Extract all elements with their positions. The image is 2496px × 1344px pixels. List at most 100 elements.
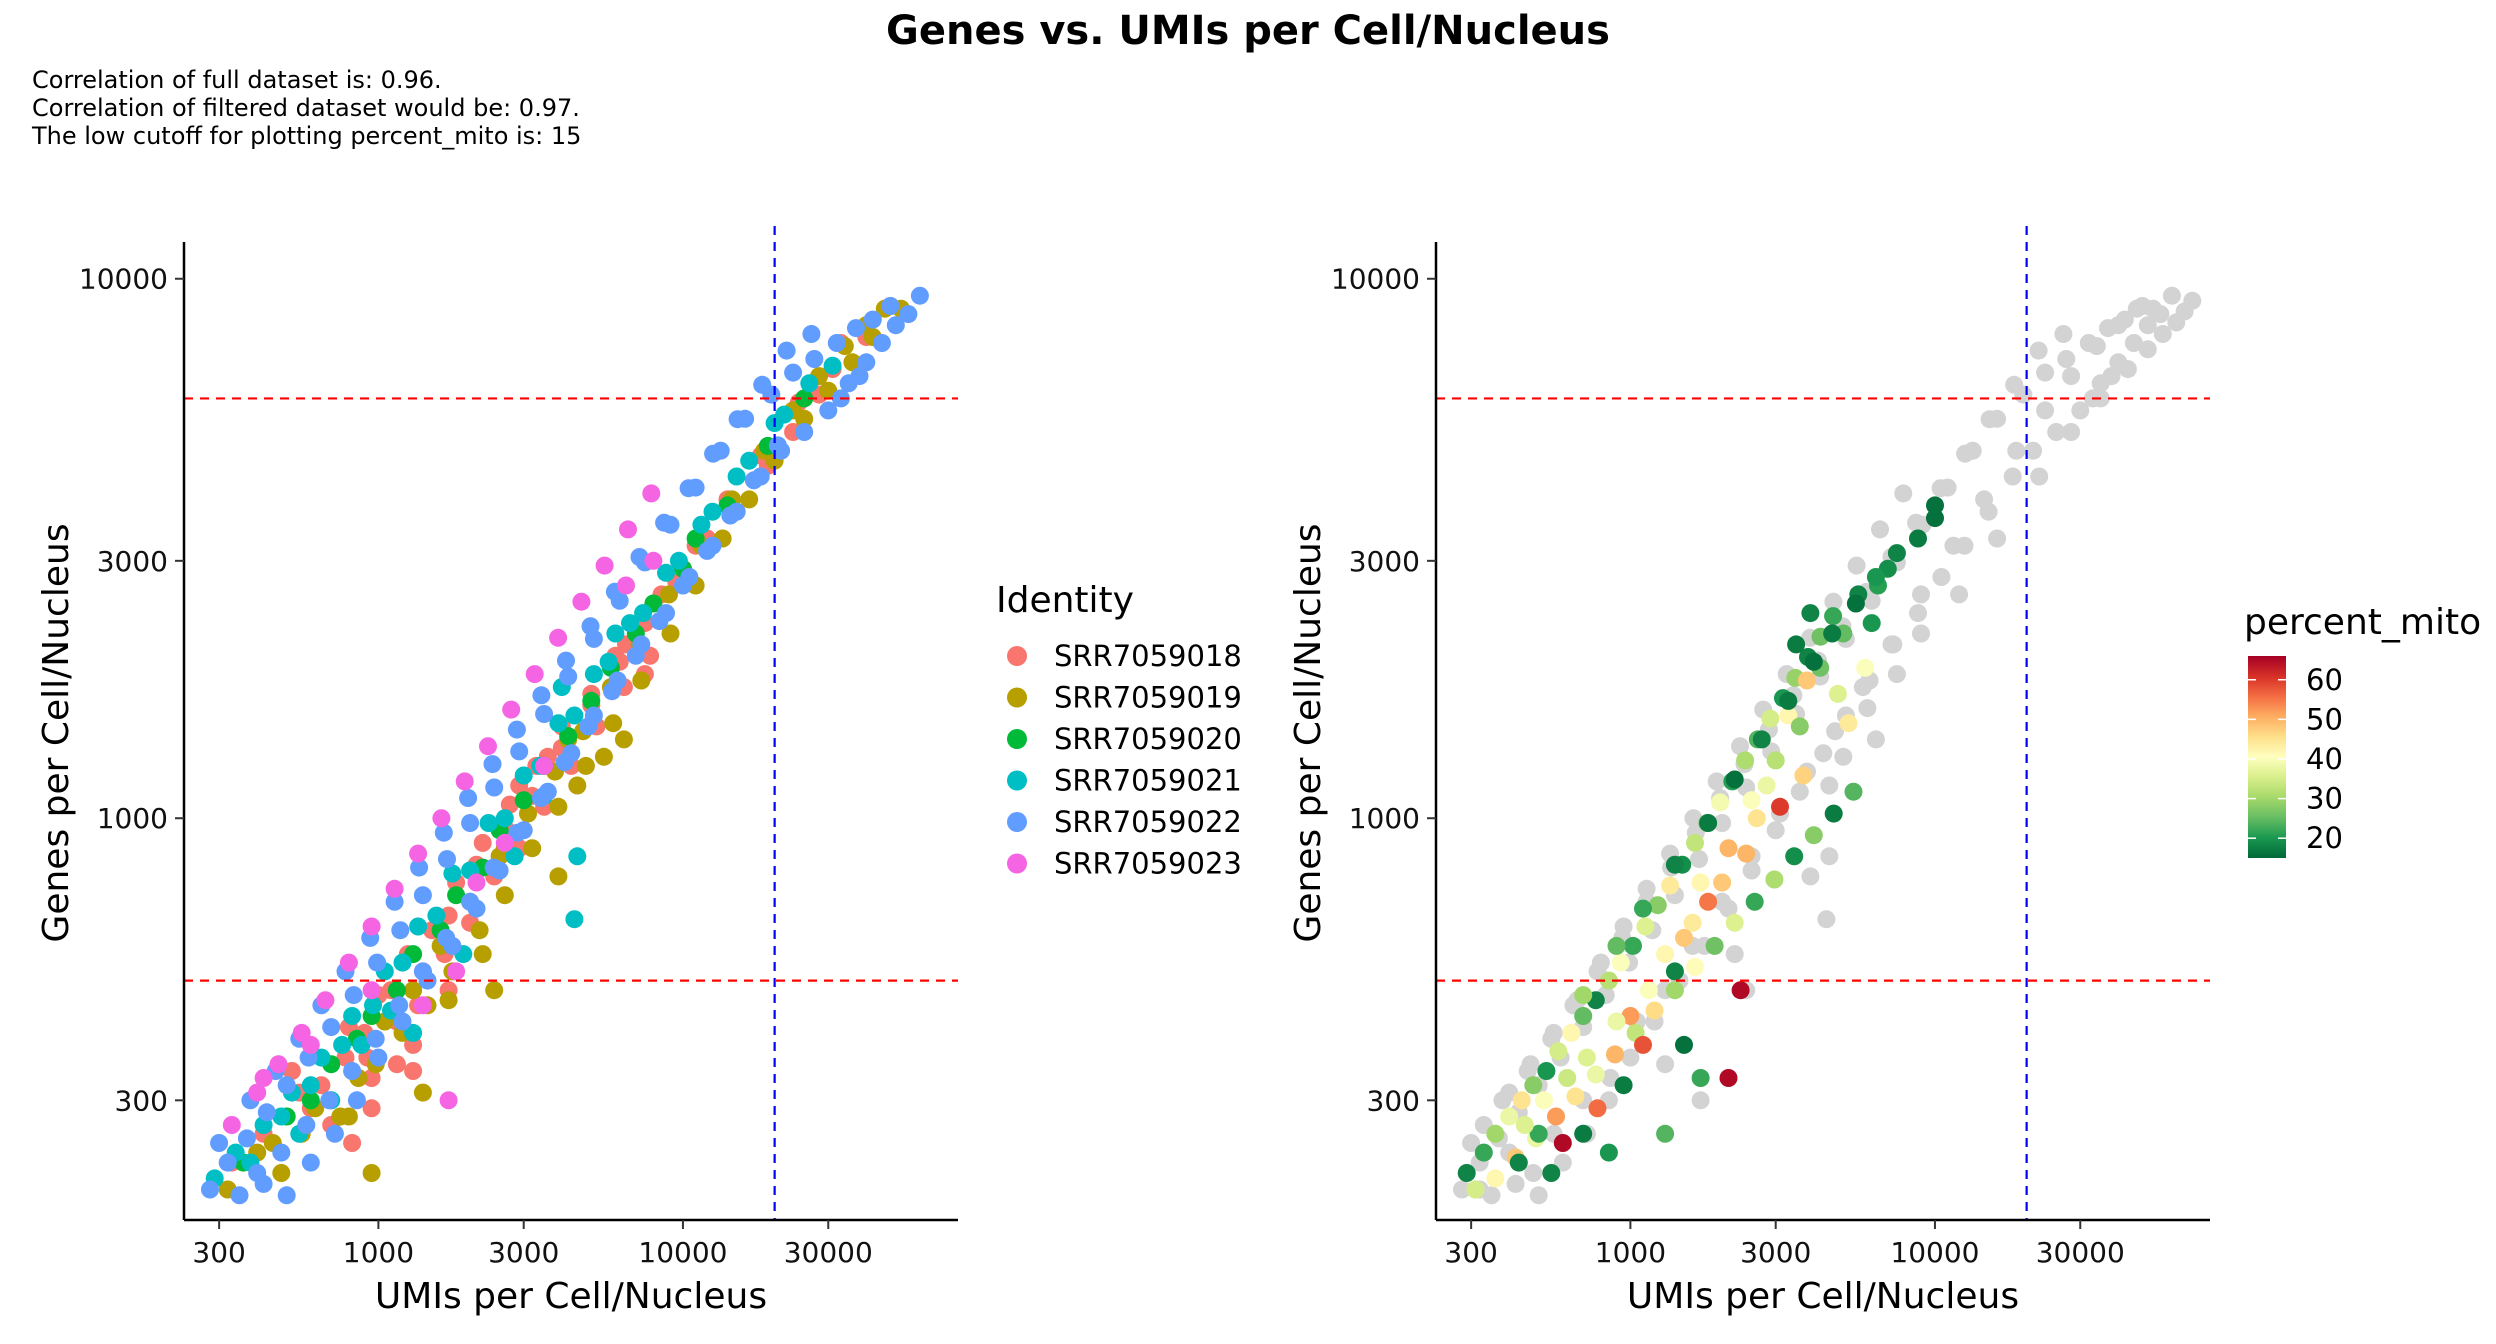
percent-mito-data-point: [1599, 1143, 1618, 1162]
legend-key-SRR7059022: [1007, 812, 1027, 832]
background-data-point: [1690, 850, 1708, 869]
percent-mito-data-point: [1574, 986, 1593, 1005]
percent-mito-data-point: [1457, 1164, 1476, 1182]
data-point-SRR7059019: [632, 671, 651, 690]
data-point-SRR7059021: [775, 405, 794, 424]
data-point-SRR7059022: [413, 962, 432, 981]
data-point-SRR7059022: [461, 892, 480, 911]
percent-mito-data-point: [1887, 544, 1906, 563]
background-data-point: [2071, 401, 2090, 420]
percent-mito-data-point: [1639, 981, 1658, 1000]
percent-mito-data-point: [1824, 804, 1843, 823]
data-point-SRR7059022: [655, 513, 674, 532]
percent-mito-data-point: [1736, 751, 1755, 770]
percent-mito-data-point: [1779, 706, 1798, 725]
data-point-SRR7059022: [459, 789, 478, 807]
data-point-SRR7059020: [795, 389, 814, 408]
data-point-SRR7059021: [703, 502, 722, 521]
background-data-point: [2054, 325, 2073, 343]
percent-mito-data-point: [1562, 1023, 1581, 1042]
data-point-SRR7059019: [795, 409, 814, 428]
background-data-point: [2029, 341, 2048, 360]
percent-mito-data-point: [1656, 1124, 1675, 1143]
legend-label: SRR7059020: [1054, 722, 1242, 756]
percent-mito-data-point: [1862, 614, 1881, 633]
background-data-point: [1931, 479, 1950, 498]
data-point-SRR7059022: [768, 436, 787, 455]
data-point-SRR7059022: [390, 996, 409, 1015]
background-data-point: [2138, 316, 2157, 335]
data-point-SRR7059022: [674, 576, 692, 595]
y-tick-label: 300: [1367, 1084, 1420, 1117]
data-point-SRR7059022: [277, 1076, 296, 1095]
percent-mito-data-point: [1515, 1116, 1534, 1134]
percent-mito-legend: percent_mito 60 50 40 30 20: [2244, 602, 2481, 858]
data-point-SRR7059021: [393, 953, 412, 972]
background-data-point: [1742, 861, 1761, 880]
percent-mito-data-point: [1542, 1164, 1561, 1182]
background-data-point: [1866, 730, 1885, 749]
colorbar-tick-label: 40: [2306, 742, 2343, 776]
x-tick-label: 1000: [1595, 1236, 1666, 1269]
data-point-SRR7059021: [621, 614, 639, 633]
data-point-SRR7059023: [362, 981, 381, 1000]
legend-label: SRR7059018: [1054, 639, 1242, 673]
x-tick-label: 300: [192, 1236, 245, 1269]
data-point-SRR7059023: [439, 1091, 458, 1110]
percent-mito-data-point: [1719, 1069, 1738, 1087]
background-data-point: [1847, 556, 1866, 575]
data-point-SRR7059022: [532, 686, 551, 705]
data-point-SRR7059022: [368, 953, 387, 972]
percent-mito-data-point: [1675, 1035, 1693, 1054]
percent-mito-data-point: [1636, 917, 1655, 936]
background-data-point: [1506, 1174, 1525, 1193]
y-axis-label: Genes per Cell/Nucleus: [36, 523, 77, 942]
percent-mito-data-point: [1529, 1124, 1548, 1143]
background-data-point: [1820, 847, 1839, 866]
data-point-SRR7059019: [523, 839, 542, 858]
data-point-SRR7059022: [485, 778, 504, 797]
percent-mito-data-point: [1524, 1076, 1543, 1095]
data-point-SRR7059022: [210, 1134, 229, 1152]
background-data-point: [1887, 665, 1906, 684]
background-data-point: [2062, 367, 2081, 386]
percent-mito-data-point: [1839, 714, 1858, 733]
background-data-point: [2127, 299, 2146, 318]
y-tick-label: 1000: [1349, 802, 1420, 835]
percent-mito-data-point: [1766, 751, 1785, 770]
data-point-SRR7059022: [483, 755, 502, 774]
percent-mito-data-point: [1566, 1087, 1585, 1106]
data-point-SRR7059022: [819, 401, 838, 420]
background-data-point: [2062, 423, 2081, 441]
data-point-SRR7059019: [604, 714, 623, 733]
x-tick-label: 30000: [2036, 1236, 2125, 1269]
background-data-point: [2007, 441, 2026, 460]
percent-mito-data-point: [1486, 1169, 1505, 1188]
data-point-SRR7059022: [802, 325, 821, 343]
percent-mito-data-point: [1691, 1069, 1710, 1087]
background-data-point: [1871, 520, 1889, 539]
data-point-SRR7059022: [322, 1018, 341, 1037]
background-data-point: [1980, 410, 1999, 429]
background-data-point: [1614, 917, 1633, 936]
data-point-SRR7059018: [362, 1069, 381, 1087]
colorbar-tick-label: 20: [2306, 821, 2343, 855]
data-point-SRR7059022: [369, 1048, 388, 1067]
percent-mito-data-point: [1719, 839, 1738, 858]
x-tick-label: 10000: [1890, 1236, 1979, 1269]
background-data-point: [1524, 1164, 1543, 1182]
identity-scatter-panel: 300 1000 3000 10000 30000 300 1000 3000 10000 UMI…: [36, 226, 958, 1317]
percent-mito-data-point: [1713, 873, 1732, 892]
data-point-SRR7059021: [479, 814, 498, 832]
data-point-SRR7059022: [257, 1103, 276, 1122]
percent-mito-data-point: [1844, 782, 1863, 801]
data-point-SRR7059019: [470, 921, 489, 940]
data-point-SRR7059021: [333, 1035, 352, 1054]
data-point-SRR7059018: [473, 833, 492, 852]
percent-mito-data-point: [1474, 1143, 1493, 1162]
background-data-point: [1637, 879, 1656, 898]
data-point-SRR7059022: [698, 541, 717, 560]
data-point-SRR7059022: [704, 444, 723, 463]
data-point-SRR7059022: [805, 350, 824, 368]
background-data-point: [1707, 772, 1726, 791]
